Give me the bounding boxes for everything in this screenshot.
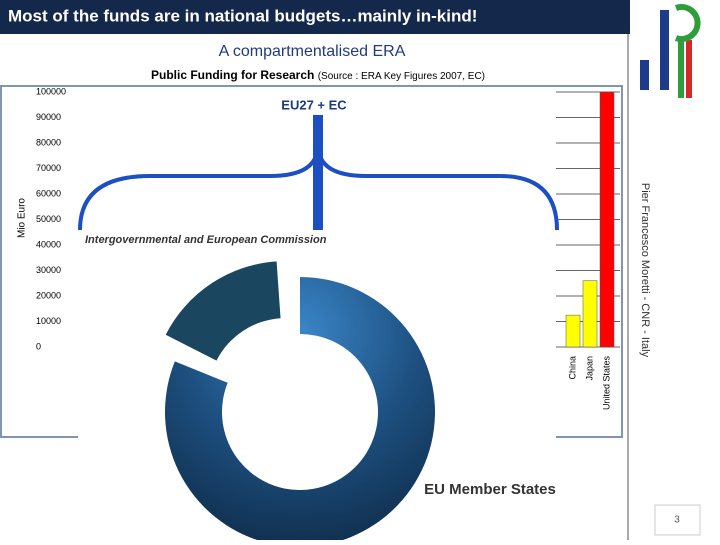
- y-tick-label: 0: [36, 341, 41, 351]
- y-tick-label: 30000: [36, 265, 61, 275]
- y-tick-label: 60000: [36, 188, 61, 198]
- x-tick-label: China: [567, 356, 577, 380]
- bar: [599, 91, 615, 348]
- callout-label: EU27 + EC: [281, 97, 347, 112]
- donut-label-top: Intergovernmental and European Commissio…: [85, 234, 327, 246]
- donut-label-bottom: EU Member States: [424, 481, 556, 498]
- logo: [640, 4, 701, 98]
- y-tick-label: 50000: [36, 214, 61, 224]
- donut-label-top-text: Intergovernmental and European Commissio…: [85, 234, 327, 246]
- y-tick-label: 100000: [36, 86, 66, 96]
- bar: [582, 280, 598, 348]
- y-tick-label: 10000: [36, 316, 61, 326]
- page-number: 3: [674, 515, 680, 526]
- y-tick-label: 90000: [36, 112, 61, 122]
- chart-source: (Source : ERA Key Figures 2007, EC): [318, 71, 485, 82]
- donut-slice: [165, 261, 281, 361]
- side-note: Pier Francesco Moretti - CNR - Italy: [639, 183, 651, 358]
- y-tick-label: 70000: [36, 163, 61, 173]
- x-tick-label: Japan: [584, 356, 594, 381]
- brace: [78, 144, 559, 231]
- y-tick-label: 80000: [36, 137, 61, 147]
- y-tick-label: 20000: [36, 290, 61, 300]
- y-tick-label: 40000: [36, 239, 61, 249]
- chart-title: Public Funding for Research (Source : ER…: [151, 68, 485, 82]
- donut-main: [165, 277, 435, 545]
- slide-title: Most of the funds are in national budget…: [8, 6, 477, 25]
- slide-subtitle: A compartmentalised ERA: [219, 43, 406, 60]
- x-tick-label: United States: [601, 356, 611, 411]
- y-axis-label: Mio Euro: [17, 198, 28, 238]
- chart-title-main: Public Funding for Research: [151, 68, 314, 82]
- title-bar: [0, 0, 630, 34]
- bar: [565, 314, 581, 348]
- page-number-box: [654, 504, 701, 536]
